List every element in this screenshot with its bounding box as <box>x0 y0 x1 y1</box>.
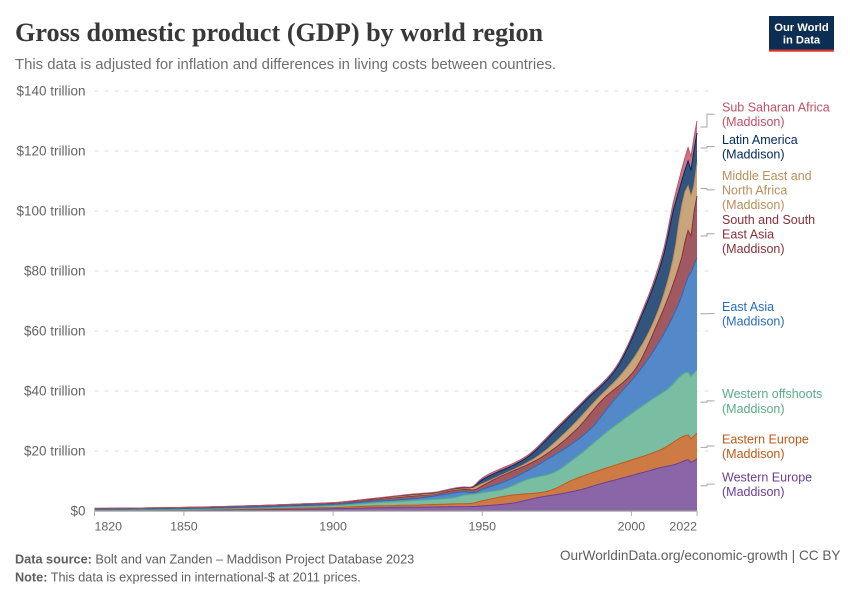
svg-text:$100 trillion: $100 trillion <box>16 204 85 219</box>
svg-text:2000: 2000 <box>618 520 646 534</box>
svg-text:East Asia: East Asia <box>722 227 774 241</box>
svg-text:1820: 1820 <box>95 520 123 534</box>
svg-text:East Asia: East Asia <box>722 300 774 314</box>
svg-text:Gross domestic product (GDP) b: Gross domestic product (GDP) by world re… <box>15 18 544 47</box>
svg-text:(Maddison): (Maddison) <box>722 198 785 212</box>
svg-text:Western Europe: Western Europe <box>722 470 812 484</box>
svg-text:This data is adjusted for infl: This data is adjusted for inflation and … <box>15 57 556 73</box>
svg-text:Sub Saharan Africa: Sub Saharan Africa <box>722 101 830 115</box>
svg-text:Our World: Our World <box>774 22 829 34</box>
svg-text:(Maddison): (Maddison) <box>722 115 785 129</box>
svg-text:2022: 2022 <box>669 520 697 534</box>
svg-text:Data source: Bolt and van Zand: Data source: Bolt and van Zanden – Maddi… <box>15 553 414 567</box>
svg-text:1900: 1900 <box>319 520 347 534</box>
svg-text:$120 trillion: $120 trillion <box>16 144 85 159</box>
svg-text:(Maddison): (Maddison) <box>722 447 785 461</box>
svg-text:1850: 1850 <box>170 520 198 534</box>
svg-text:South and South: South and South <box>722 213 815 227</box>
svg-text:Middle East and: Middle East and <box>722 169 812 183</box>
svg-text:(Maddison): (Maddison) <box>722 315 785 329</box>
svg-text:$40 trillion: $40 trillion <box>24 384 86 399</box>
svg-text:Eastern Europe: Eastern Europe <box>722 432 809 446</box>
svg-text:Latin America: Latin America <box>722 133 798 147</box>
svg-text:$0: $0 <box>70 504 85 519</box>
svg-text:1950: 1950 <box>469 520 497 534</box>
svg-text:North Africa: North Africa <box>722 184 787 198</box>
svg-text:(Maddison): (Maddison) <box>722 147 785 161</box>
svg-text:(Maddison): (Maddison) <box>722 402 785 416</box>
svg-text:$80 trillion: $80 trillion <box>24 264 86 279</box>
svg-text:$140 trillion: $140 trillion <box>16 84 85 99</box>
svg-text:$60 trillion: $60 trillion <box>24 324 86 339</box>
svg-text:(Maddison): (Maddison) <box>722 485 785 499</box>
svg-text:Note: This data is expressed i: Note: This data is expressed in internat… <box>15 571 361 585</box>
svg-text:Western offshoots: Western offshoots <box>722 387 822 401</box>
svg-text:(Maddison): (Maddison) <box>722 242 785 256</box>
svg-text:OurWorldinData.org/economic-gr: OurWorldinData.org/economic-growth | CC … <box>560 548 841 563</box>
svg-text:in Data: in Data <box>783 35 821 47</box>
svg-text:$20 trillion: $20 trillion <box>24 444 86 459</box>
